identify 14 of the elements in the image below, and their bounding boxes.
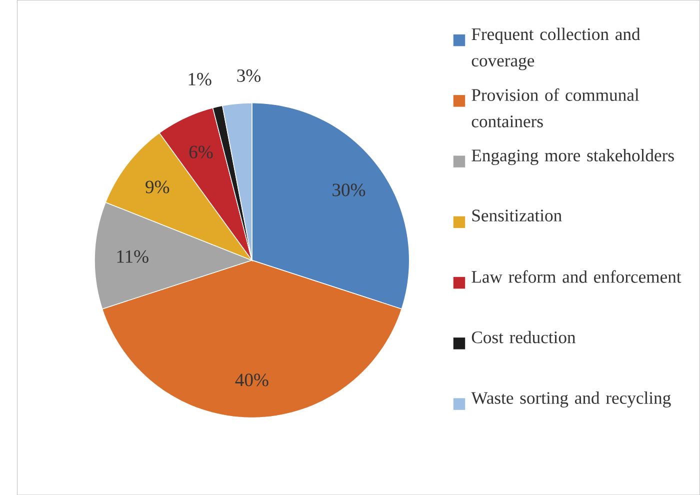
data-label: 11%	[117, 250, 148, 263]
data-label: 6%	[189, 146, 213, 158]
data-label: 9%	[146, 180, 170, 194]
data-label: 1%	[188, 72, 212, 86]
legend-label: Frequent collection and coverage	[472, 28, 640, 70]
data-label: 40%	[235, 374, 268, 386]
legend-label: Provision of communal containers	[472, 88, 639, 128]
legend-label: Waste sorting and recycling	[471, 391, 671, 408]
legend-label: Sensitization	[472, 210, 562, 222]
data-label: 30%	[332, 184, 366, 196]
data-label: 3%	[237, 69, 260, 82]
legend-label: Law reform and enforcement	[472, 270, 682, 283]
legend-label: Engaging more stakeholders	[472, 148, 674, 165]
legend-label: Cost reduction	[472, 330, 576, 344]
